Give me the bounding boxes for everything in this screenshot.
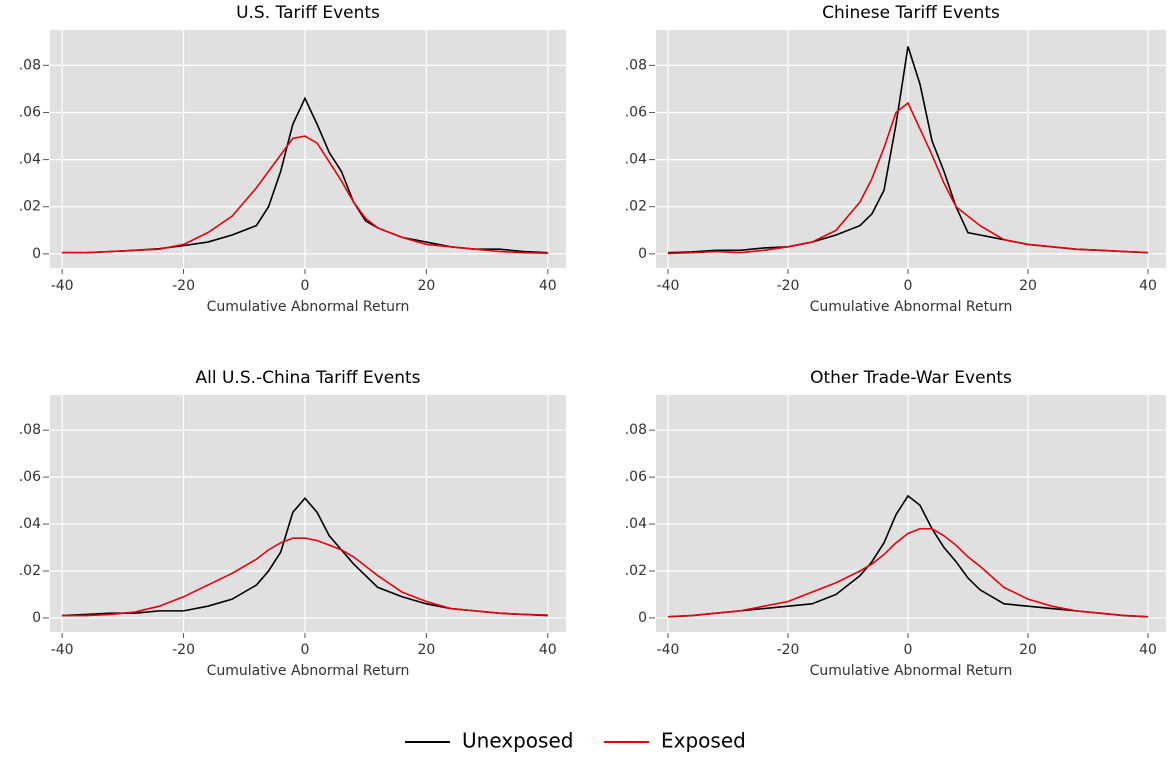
series-line [667, 101, 1149, 255]
x-tick-label: 20 [417, 642, 435, 658]
x-tick-label: 40 [1139, 278, 1157, 294]
y-tick-label: .04 [625, 516, 647, 532]
y-tick-label: .08 [19, 422, 41, 438]
y-tick-label: .08 [625, 57, 647, 73]
y-tick-label: 0 [638, 246, 647, 262]
y-tick-label: .04 [625, 152, 647, 168]
y-tick-label: .06 [19, 469, 41, 485]
legend-label: Unexposed [462, 729, 573, 753]
x-tick-label: 0 [301, 642, 310, 658]
x-tick-label: -20 [777, 642, 800, 658]
y-tick-label: .04 [19, 516, 41, 532]
y-tick-label: .08 [625, 422, 647, 438]
x-tick-label: 40 [539, 642, 557, 658]
x-tick-label: 20 [1019, 642, 1037, 658]
y-tick-label: .04 [19, 152, 41, 168]
y-tick-label: .06 [19, 104, 41, 120]
y-tick-label: .02 [625, 563, 647, 579]
series-line [667, 527, 1149, 618]
x-axis-label: Cumulative Abnormal Return [810, 299, 1013, 315]
x-tick-label: 40 [1139, 642, 1157, 658]
y-tick-label: .02 [625, 199, 647, 215]
chart-title: Other Trade-War Events [810, 368, 1012, 388]
legend-label: Exposed [661, 729, 746, 753]
y-tick-label: .02 [19, 199, 41, 215]
x-tick-label: -40 [657, 278, 680, 294]
x-axis-label: Cumulative Abnormal Return [207, 663, 410, 679]
y-tick-label: .06 [625, 469, 647, 485]
x-tick-label: 0 [904, 642, 913, 658]
plot-background [656, 30, 1166, 268]
y-tick-label: 0 [32, 246, 41, 262]
x-axis-label: Cumulative Abnormal Return [207, 299, 410, 315]
chart-title: Chinese Tariff Events [822, 3, 1000, 23]
y-tick-label: 0 [638, 610, 647, 626]
x-tick-label: 20 [1019, 278, 1037, 294]
plot-background [50, 30, 566, 268]
x-tick-label: -40 [51, 642, 74, 658]
x-tick-label: -20 [172, 278, 195, 294]
x-axis-label: Cumulative Abnormal Return [810, 663, 1013, 679]
series-line [667, 494, 1149, 618]
x-tick-label: -20 [777, 278, 800, 294]
y-tick-label: 0 [32, 610, 41, 626]
series-line [62, 537, 548, 617]
x-tick-label: -40 [657, 642, 680, 658]
x-tick-label: 0 [904, 278, 913, 294]
x-tick-label: 40 [539, 278, 557, 294]
chart-title: All U.S.-China Tariff Events [196, 368, 421, 388]
plot-background [50, 395, 566, 632]
x-tick-label: 20 [417, 278, 435, 294]
x-tick-label: -40 [51, 278, 74, 294]
y-tick-label: .08 [19, 57, 41, 73]
y-tick-label: .06 [625, 104, 647, 120]
y-tick-label: .02 [19, 563, 41, 579]
chart-title: U.S. Tariff Events [236, 3, 380, 23]
series-line [62, 135, 548, 254]
x-tick-label: -20 [172, 642, 195, 658]
x-tick-label: 0 [301, 278, 310, 294]
plot-background [656, 395, 1166, 632]
